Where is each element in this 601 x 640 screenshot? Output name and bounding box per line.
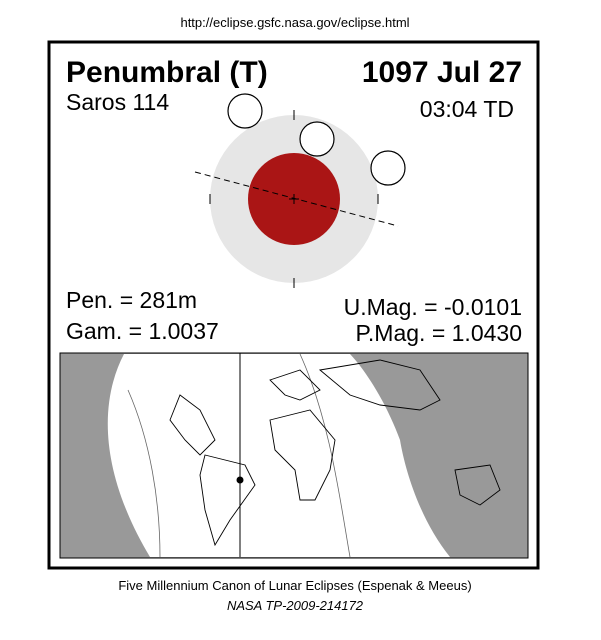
url: http://eclipse.gsfc.nasa.gov/eclipse.htm… <box>180 15 409 30</box>
umbral-magnitude: U.Mag. = -0.0101 <box>344 294 522 320</box>
world-map <box>59 352 529 559</box>
eclipse-type: Penumbral (T) <box>66 56 268 89</box>
moon-path <box>194 171 399 227</box>
moon-positions <box>227 93 406 186</box>
pen-duration: Pen. = 281m <box>66 287 197 313</box>
saros: Saros 114 <box>66 89 169 115</box>
reference: NASA TP-2009-214172 <box>227 598 364 613</box>
eclipse-date: 1097 Jul 27 <box>362 56 522 89</box>
gamma: Gam. = 1.0037 <box>66 318 219 344</box>
canon-title: Five Millennium Canon of Lunar Eclipses … <box>118 578 471 593</box>
time: 03:04 TD <box>420 96 514 122</box>
penumbral-magnitude: P.Mag. = 1.0430 <box>356 320 522 346</box>
